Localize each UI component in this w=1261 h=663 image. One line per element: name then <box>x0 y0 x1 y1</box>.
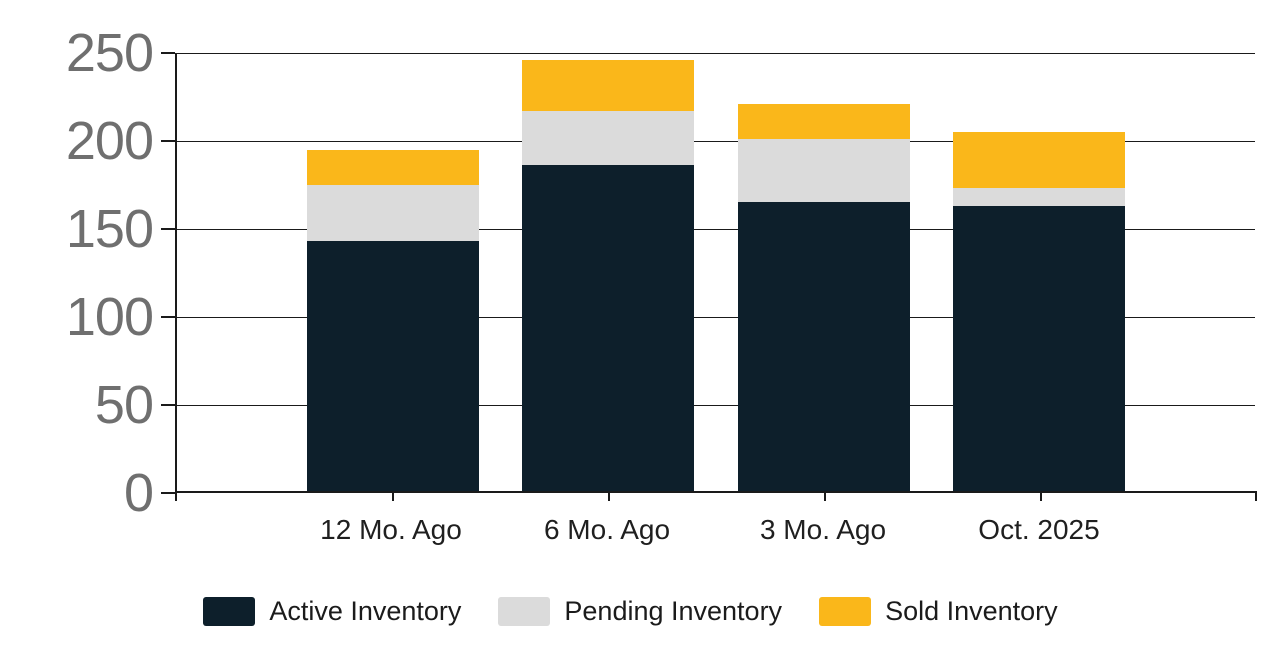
gridline-y-50 <box>177 405 1255 406</box>
x-axis-end-tick <box>1255 491 1257 501</box>
legend-swatch <box>498 597 551 626</box>
y-axis-tick-label: 200 <box>65 111 154 171</box>
legend-item-sold-inventory: Sold Inventory <box>819 596 1058 627</box>
bar-band <box>285 53 501 491</box>
bar-segment-sold-inventory <box>306 149 479 185</box>
y-axis-tick <box>161 492 175 494</box>
bar-segment-pending-inventory <box>306 184 479 242</box>
legend-swatch <box>203 597 256 626</box>
y-axis-tick-label: 150 <box>65 199 154 259</box>
stacked-bar <box>953 131 1126 491</box>
x-axis-tick <box>824 491 826 501</box>
gridline-y-200 <box>177 141 1255 142</box>
gridline-y-150 <box>177 229 1255 230</box>
stacked-bar <box>522 59 695 491</box>
y-axis-tick <box>161 404 175 406</box>
x-axis-tick <box>608 491 610 501</box>
bars-container <box>285 53 1147 491</box>
bar-segment-active-inventory <box>306 241 479 491</box>
bar-band <box>716 53 932 491</box>
legend: Active Inventory Pending Inventory Sold In… <box>0 596 1261 627</box>
legend-label: Sold Inventory <box>885 596 1058 626</box>
y-axis-tick <box>161 140 175 142</box>
x-axis-end-tick <box>175 491 177 501</box>
legend-item-pending-inventory: Pending Inventory <box>498 596 782 627</box>
x-axis-category-label: 12 Mo. Ago <box>320 514 462 545</box>
bar-segment-sold-inventory <box>953 131 1126 189</box>
bar-segment-active-inventory <box>953 205 1126 491</box>
bar-segment-sold-inventory <box>522 59 695 111</box>
legend-label: Pending Inventory <box>564 596 783 626</box>
bar-band <box>932 53 1148 491</box>
y-axis-tick <box>161 52 175 54</box>
legend-label: Active Inventory <box>269 596 462 626</box>
stacked-bar <box>306 149 479 491</box>
y-axis-tick-label: 0 <box>123 463 154 523</box>
x-axis-category-label: 3 Mo. Ago <box>759 514 887 545</box>
bar-segment-pending-inventory <box>737 139 910 203</box>
x-axis-tick <box>1040 491 1042 501</box>
bar-segment-pending-inventory <box>953 188 1126 206</box>
stacked-bar <box>737 103 910 491</box>
y-axis-tick-label: 50 <box>94 375 154 435</box>
bar-segment-pending-inventory <box>522 110 695 166</box>
x-axis-category-label: Oct. 2025 <box>978 514 1100 545</box>
y-axis-tick-label: 100 <box>65 287 154 347</box>
x-axis-tick <box>392 491 394 501</box>
bar-segment-sold-inventory <box>737 103 910 140</box>
y-axis-tick <box>161 316 175 318</box>
plot-area <box>161 52 1257 501</box>
legend-swatch <box>819 597 872 626</box>
gridline-y-100 <box>177 317 1255 318</box>
bar-segment-active-inventory <box>737 202 910 491</box>
bar-band <box>501 53 717 491</box>
gridline-y-250 <box>177 53 1255 54</box>
legend-item-active-inventory: Active Inventory <box>203 596 461 627</box>
y-axis-tick-label: 250 <box>65 23 154 83</box>
y-axis-tick <box>161 228 175 230</box>
x-axis-category-label: 6 Mo. Ago <box>543 514 671 545</box>
bar-segment-active-inventory <box>522 165 695 491</box>
